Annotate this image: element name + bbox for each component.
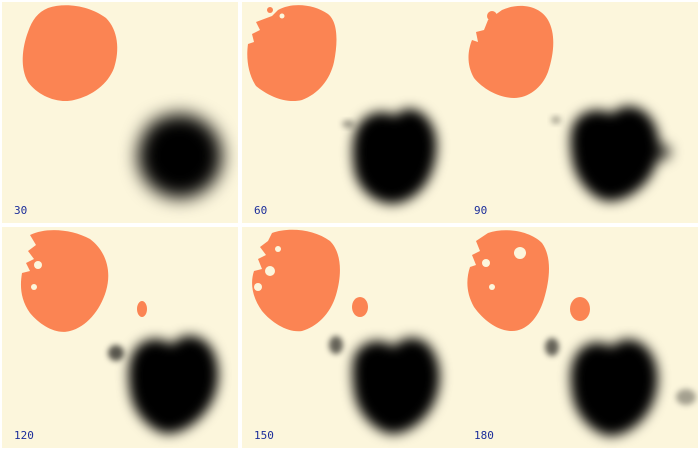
- dark-blob: [352, 337, 440, 434]
- dark-blob: [128, 335, 219, 434]
- frame-panel-90: 90: [462, 2, 698, 223]
- frame-canvas-120: [2, 227, 238, 448]
- dark-blob: [570, 106, 672, 202]
- orange-fragment: [489, 284, 495, 290]
- orange-fragment: [352, 297, 368, 317]
- frame-label: 60: [254, 204, 268, 217]
- orange-fragment: [137, 301, 147, 317]
- dark-blob: [570, 339, 658, 436]
- dark-blob: [352, 108, 437, 204]
- frame-label: 180: [474, 429, 494, 442]
- orange-fragment: [487, 11, 497, 21]
- orange-fragment: [254, 283, 262, 291]
- dark-fragment: [545, 338, 696, 405]
- frame-panel-30: 30: [2, 2, 238, 223]
- dark-fragment: [329, 336, 343, 354]
- dark-fragment: [108, 345, 124, 361]
- frame-panel-60: 60: [242, 2, 478, 223]
- orange-fragment: [279, 13, 285, 19]
- orange-blob: [22, 5, 118, 102]
- orange-fragment: [265, 266, 275, 276]
- orange-fragment: [275, 246, 281, 252]
- frame-label: 30: [14, 204, 28, 217]
- frame-canvas-150: [242, 227, 478, 448]
- orange-fragment: [482, 259, 490, 267]
- orange-fragment: [34, 261, 42, 269]
- dark-blob: [138, 114, 222, 198]
- frame-canvas-60: [242, 2, 478, 223]
- frame-canvas-30: [2, 2, 238, 223]
- orange-fragment: [31, 284, 37, 290]
- frame-label: 150: [254, 429, 274, 442]
- orange-blob: [467, 230, 549, 331]
- frame-panel-180: 180: [462, 227, 698, 448]
- frame-label: 120: [14, 429, 34, 442]
- orange-blob: [468, 5, 554, 99]
- frame-panel-120: 120: [2, 227, 238, 448]
- frame-label: 90: [474, 204, 488, 217]
- orange-blob: [247, 5, 337, 102]
- orange-fragment: [570, 297, 590, 321]
- orange-blob: [20, 230, 109, 332]
- frame-canvas-90: [462, 2, 698, 223]
- orange-fragment: [514, 247, 526, 259]
- orange-fragment: [479, 23, 485, 29]
- orange-blob: [252, 229, 340, 332]
- frame-canvas-180: [462, 227, 698, 448]
- frame-panel-150: 150: [242, 227, 478, 448]
- orange-fragment: [267, 7, 273, 13]
